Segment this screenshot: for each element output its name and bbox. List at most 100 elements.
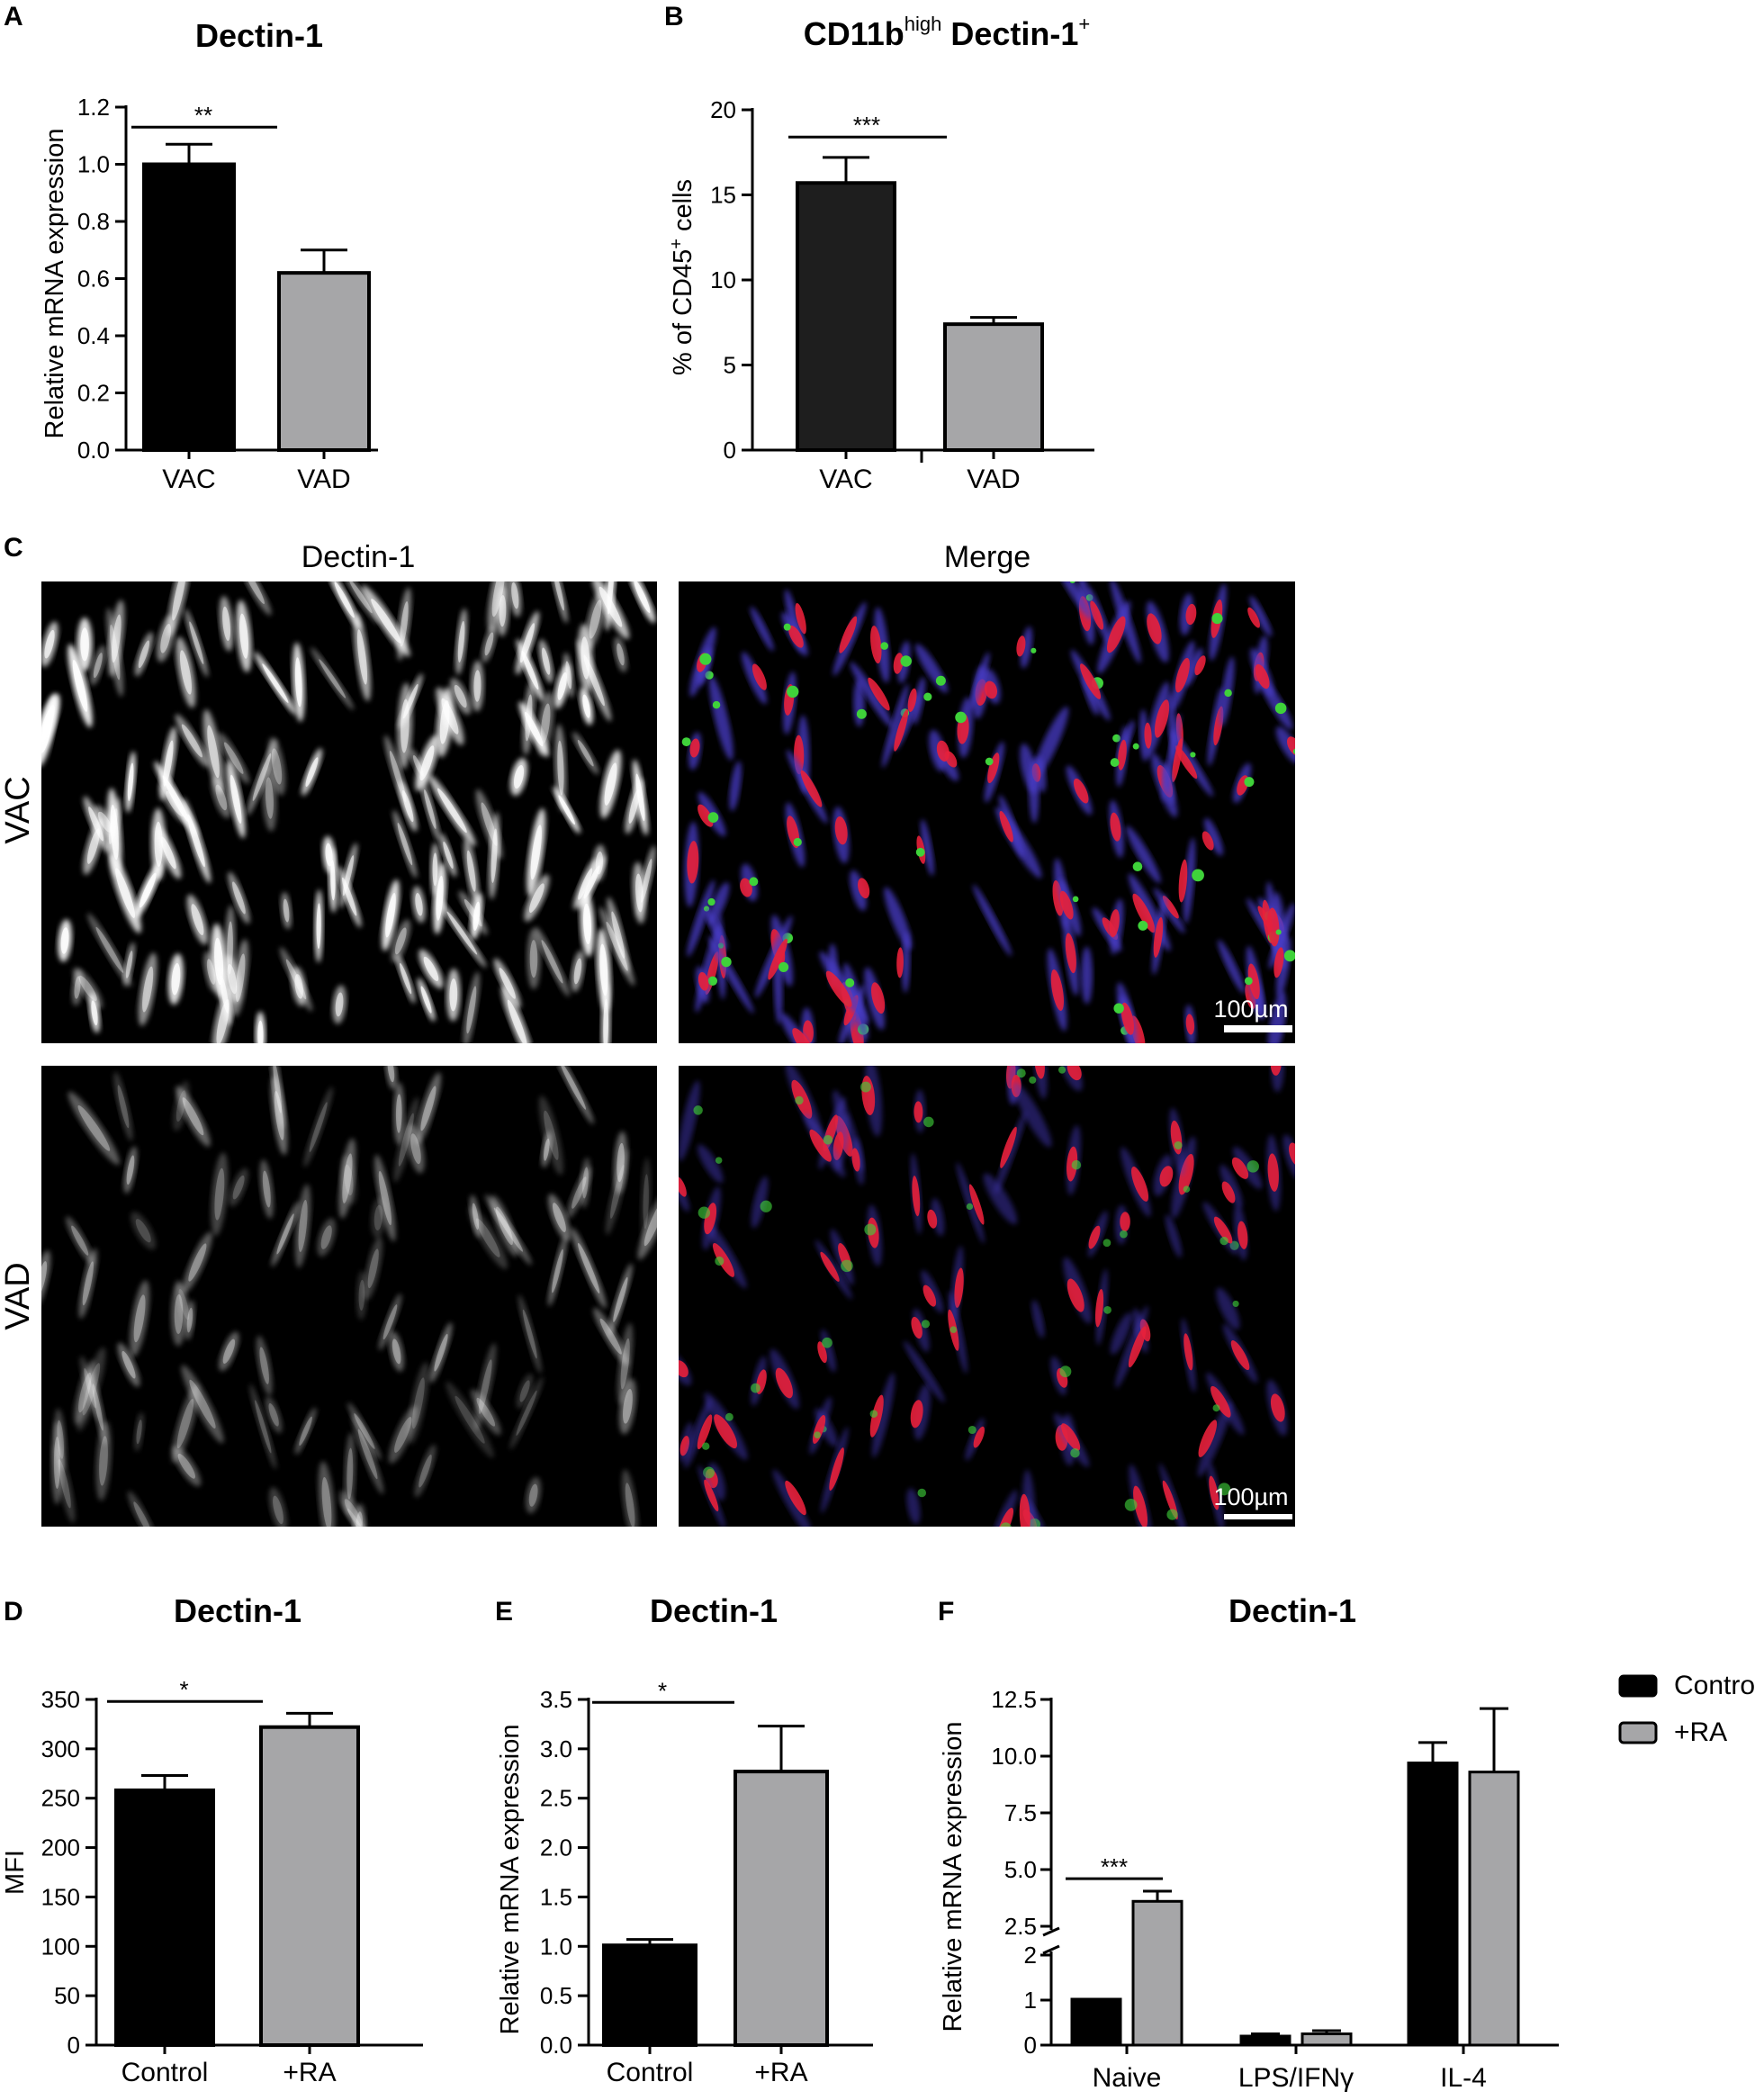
dectin-cell-core (232, 881, 246, 915)
dectin-cell-core (41, 1261, 48, 1297)
dectin-cell-core (335, 992, 344, 1017)
dectin-cell-core (625, 1483, 635, 1527)
dectin-cell (509, 1376, 544, 1450)
merge-cell-red (1194, 655, 1206, 676)
chart-e-y-tick-label: 3.0 (540, 1735, 572, 1762)
chart-f-bar (1407, 1762, 1459, 2047)
dectin-cell (117, 1342, 140, 1387)
merge-cell-blue (1220, 1164, 1243, 1208)
dectin-cell-core (529, 940, 538, 978)
merge-cell-blue (679, 1080, 700, 1162)
dectin-cell-core (232, 1175, 245, 1200)
dectin-cell (522, 680, 536, 755)
merge-cell-red (1016, 635, 1026, 657)
dectin-cell-core (589, 599, 602, 639)
chart-b-title: CD11bhigh Dectin-1+ (804, 13, 1091, 52)
dectin-cell (229, 1167, 248, 1207)
merge-cell-red (1000, 1126, 1017, 1168)
dectin-cell (535, 926, 570, 997)
dectin-cell-core (177, 1453, 196, 1479)
dectin-cell-core (583, 865, 600, 899)
chart-f-bar (1468, 1771, 1520, 2047)
chart-a-y-tick-label: 0.2 (77, 380, 110, 407)
dectin-cell-core (499, 968, 516, 999)
merge-cell-green (921, 1320, 931, 1329)
dectin-cell-core (466, 850, 476, 892)
dectin-cell (617, 1322, 634, 1405)
dectin-cell-core (557, 740, 564, 796)
merge-cell-red (1162, 896, 1179, 919)
merge-cell-green (1244, 977, 1253, 986)
merge-cell-green (917, 1488, 927, 1498)
dectin-cell-core (142, 966, 154, 1013)
chart-f-axis-break-mark (1042, 1926, 1060, 1937)
dectin-cell-core (484, 632, 494, 656)
merge-cell-blue (729, 761, 742, 812)
chart-e-ylabel: Relative mRNA expression (496, 1725, 525, 2035)
merge-cell-blue (750, 606, 774, 652)
merge-cell-blue (850, 662, 893, 728)
dectin-cell (516, 1374, 534, 1409)
merge-cell-blue (1183, 837, 1196, 924)
merge-cell-blue (850, 870, 867, 911)
dectin-cell-core (473, 670, 482, 702)
merge-cell-red (910, 1400, 923, 1429)
merge-cell-green (900, 655, 912, 667)
dectin-cell (271, 1201, 300, 1267)
dectin-cell-core (95, 926, 124, 973)
merge-cell-blue (956, 1162, 985, 1244)
chart-b-y-tick-label: 20 (710, 96, 736, 123)
dectin-cell-core (389, 750, 407, 803)
chart-f-category-label: LPS/IFNγ (1238, 2063, 1354, 2093)
dectin-cell (606, 1148, 629, 1235)
dectin-cell-core (138, 640, 150, 669)
dectin-cell (256, 1335, 273, 1396)
dectin-cell-core (522, 1309, 537, 1359)
dectin-cell-core (620, 1338, 630, 1390)
merge-cell-blue (912, 677, 926, 725)
chart-f-legend-swatch (1618, 1674, 1658, 1698)
merge-cell-red (1128, 1326, 1147, 1368)
dectin-cell-core (385, 892, 396, 938)
chart-a-y-tick-label: 0.0 (77, 437, 110, 464)
dectin-cell (470, 1194, 482, 1239)
merge-cell-blue (705, 907, 728, 951)
merge-cell-red (820, 1251, 840, 1282)
merge-cell-green (1192, 869, 1204, 882)
chart-d: Dectin-1 MFI Control +RA 0 50 100 150 200 250 30… (1, 1592, 423, 2087)
dectin-cell (268, 1487, 287, 1527)
dectin-cell (73, 968, 104, 1009)
dectin-cell-core (262, 663, 289, 703)
chart-e-y-tick-label: 3.5 (540, 1686, 572, 1713)
merge-cell-green (760, 1200, 772, 1212)
merge-cell-green (1132, 743, 1139, 750)
dectin-cell-core (528, 883, 544, 913)
row-label-vac: VAC (0, 776, 37, 843)
chart-d-category-label: +RA (283, 2058, 336, 2087)
merge-cell-green (778, 961, 789, 972)
dectin-cell (538, 1095, 563, 1176)
merge-cell-green (698, 1206, 711, 1219)
scale-bar-label-vac: 100µm (1213, 996, 1288, 1023)
dectin-cell-core (206, 959, 216, 985)
merge-cell-red (1050, 969, 1065, 1011)
merge-cell-green (1030, 647, 1037, 653)
merge-cell-red (1209, 1475, 1220, 1510)
dectin-cell-core (557, 671, 567, 700)
merge-cell-green (985, 757, 994, 766)
chart-e-title: Dectin-1 (650, 1592, 778, 1629)
dectin-cell-core (491, 581, 506, 617)
dectin-cell-core (255, 1400, 272, 1454)
chart-a-category-label: VAD (297, 464, 350, 494)
merge-cell-red (714, 1414, 738, 1449)
dectin-cell (389, 1330, 404, 1372)
dectin-cell (66, 1216, 94, 1265)
dectin-cell-core (495, 1206, 513, 1246)
chart-d-y-tick-label: 250 (41, 1785, 80, 1812)
dectin-cell (265, 1396, 283, 1434)
dectin-cell-core (578, 868, 593, 900)
dectin-cell (567, 1167, 591, 1219)
merge-cell-green (1110, 758, 1120, 767)
dectin-cell-core (604, 762, 617, 806)
chart-b-y-tick-label: 0 (724, 437, 736, 464)
